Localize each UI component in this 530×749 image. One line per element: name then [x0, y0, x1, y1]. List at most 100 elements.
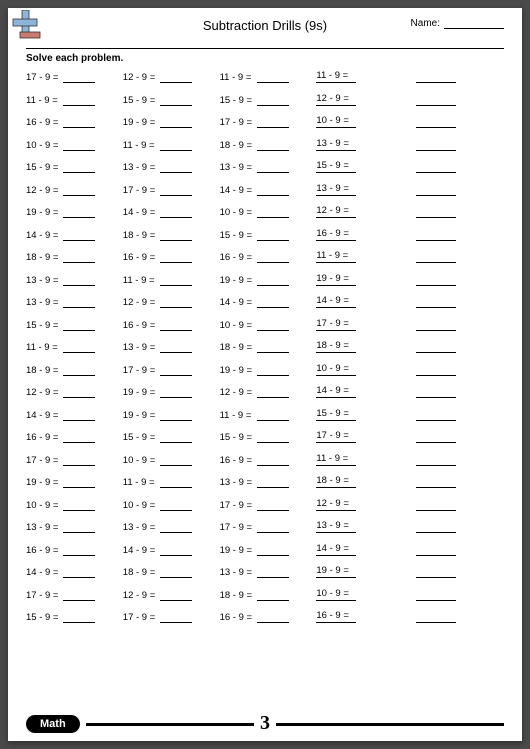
answer-line[interactable] — [63, 546, 95, 556]
answer-line[interactable] — [63, 411, 95, 421]
answer-line[interactable] — [257, 321, 289, 331]
answer-line[interactable] — [416, 366, 456, 376]
answer-line[interactable] — [257, 456, 289, 466]
answer-line[interactable] — [63, 478, 95, 488]
answer-line[interactable] — [160, 411, 192, 421]
answer-line[interactable] — [160, 366, 192, 376]
answer-line[interactable] — [63, 298, 95, 308]
answer-line[interactable] — [257, 231, 289, 241]
answer-line[interactable] — [63, 568, 95, 578]
answer-line[interactable] — [257, 568, 289, 578]
answer-line[interactable] — [63, 456, 95, 466]
answer-line[interactable] — [63, 253, 95, 263]
answer-line[interactable] — [416, 343, 456, 353]
answer-line[interactable] — [160, 208, 192, 218]
answer-line[interactable] — [63, 613, 95, 623]
answer-line[interactable] — [416, 186, 456, 196]
answer-line[interactable] — [416, 163, 456, 173]
answer-line[interactable] — [257, 253, 289, 263]
answer-line[interactable] — [160, 613, 192, 623]
answer-line[interactable] — [63, 388, 95, 398]
answer-line[interactable] — [257, 208, 289, 218]
answer-line[interactable] — [63, 321, 95, 331]
answer-line[interactable] — [63, 591, 95, 601]
answer-line[interactable] — [160, 478, 192, 488]
answer-line[interactable] — [257, 343, 289, 353]
answer-line[interactable] — [416, 276, 456, 286]
answer-line[interactable] — [63, 433, 95, 443]
answer-line[interactable] — [63, 141, 95, 151]
answer-line[interactable] — [63, 208, 95, 218]
name-input-line[interactable] — [444, 28, 504, 29]
answer-line[interactable] — [63, 276, 95, 286]
answer-line[interactable] — [416, 478, 456, 488]
answer-line[interactable] — [416, 613, 456, 623]
answer-line[interactable] — [416, 546, 456, 556]
answer-line[interactable] — [160, 433, 192, 443]
answer-line[interactable] — [257, 366, 289, 376]
answer-line[interactable] — [257, 591, 289, 601]
answer-line[interactable] — [257, 411, 289, 421]
answer-line[interactable] — [416, 208, 456, 218]
answer-line[interactable] — [416, 568, 456, 578]
answer-line[interactable] — [63, 501, 95, 511]
answer-line[interactable] — [257, 73, 289, 83]
answer-line[interactable] — [257, 433, 289, 443]
answer-line[interactable] — [257, 546, 289, 556]
answer-line[interactable] — [160, 118, 192, 128]
answer-line[interactable] — [63, 231, 95, 241]
answer-line[interactable] — [63, 96, 95, 106]
answer-line[interactable] — [416, 523, 456, 533]
answer-line[interactable] — [416, 96, 456, 106]
answer-line[interactable] — [257, 523, 289, 533]
answer-line[interactable] — [257, 613, 289, 623]
answer-line[interactable] — [257, 186, 289, 196]
answer-line[interactable] — [416, 298, 456, 308]
answer-line[interactable] — [416, 118, 456, 128]
answer-line[interactable] — [160, 343, 192, 353]
answer-line[interactable] — [257, 141, 289, 151]
answer-line[interactable] — [63, 366, 95, 376]
answer-line[interactable] — [160, 276, 192, 286]
answer-line[interactable] — [160, 591, 192, 601]
answer-line[interactable] — [160, 523, 192, 533]
answer-line[interactable] — [416, 411, 456, 421]
answer-line[interactable] — [160, 96, 192, 106]
answer-line[interactable] — [63, 73, 95, 83]
answer-line[interactable] — [160, 141, 192, 151]
answer-line[interactable] — [416, 253, 456, 263]
answer-line[interactable] — [160, 253, 192, 263]
answer-line[interactable] — [160, 231, 192, 241]
answer-line[interactable] — [257, 276, 289, 286]
answer-line[interactable] — [160, 163, 192, 173]
answer-line[interactable] — [416, 388, 456, 398]
answer-line[interactable] — [257, 96, 289, 106]
answer-line[interactable] — [257, 478, 289, 488]
answer-line[interactable] — [160, 568, 192, 578]
answer-line[interactable] — [160, 73, 192, 83]
answer-line[interactable] — [416, 231, 456, 241]
answer-line[interactable] — [257, 298, 289, 308]
answer-line[interactable] — [160, 298, 192, 308]
answer-line[interactable] — [160, 501, 192, 511]
answer-line[interactable] — [63, 523, 95, 533]
answer-line[interactable] — [416, 501, 456, 511]
answer-line[interactable] — [416, 141, 456, 151]
answer-line[interactable] — [63, 163, 95, 173]
answer-line[interactable] — [63, 186, 95, 196]
answer-line[interactable] — [160, 388, 192, 398]
answer-line[interactable] — [160, 456, 192, 466]
answer-line[interactable] — [416, 321, 456, 331]
answer-line[interactable] — [416, 433, 456, 443]
answer-line[interactable] — [257, 388, 289, 398]
answer-line[interactable] — [63, 343, 95, 353]
answer-line[interactable] — [160, 546, 192, 556]
answer-line[interactable] — [63, 118, 95, 128]
answer-line[interactable] — [416, 456, 456, 466]
answer-line[interactable] — [257, 501, 289, 511]
answer-line[interactable] — [160, 321, 192, 331]
answer-line[interactable] — [257, 163, 289, 173]
answer-line[interactable] — [257, 118, 289, 128]
answer-line[interactable] — [160, 186, 192, 196]
answer-line[interactable] — [416, 591, 456, 601]
